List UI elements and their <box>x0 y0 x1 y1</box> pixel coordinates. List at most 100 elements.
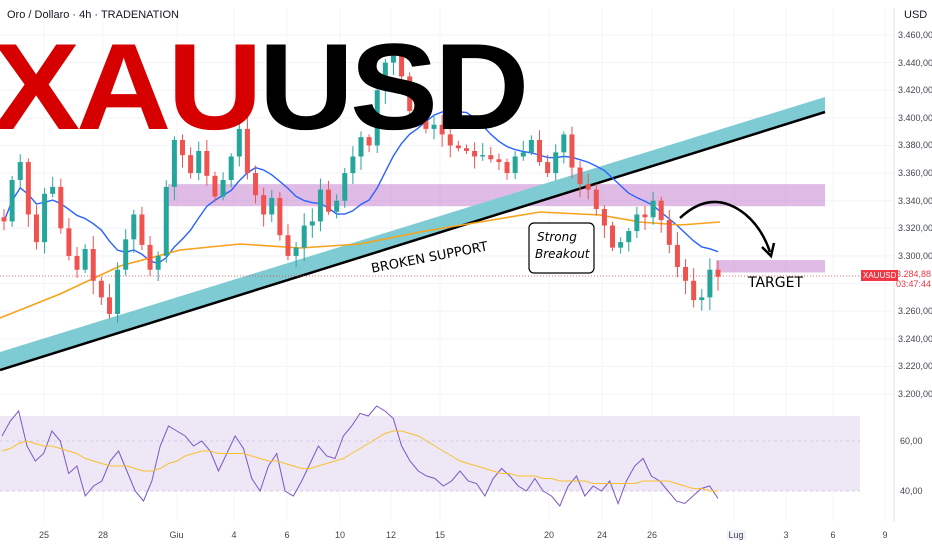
candles <box>1 46 721 323</box>
candle-body <box>236 128 242 157</box>
y-tick-label: 3.340,00 <box>898 195 932 206</box>
candle-body <box>496 159 502 163</box>
rsi-ma-line <box>1 430 718 492</box>
candle-body <box>601 208 607 226</box>
candle-body <box>123 239 129 270</box>
candle-body <box>155 255 161 270</box>
y-tick-label: 3.460,00 <box>898 30 932 40</box>
y-tick-label: 3.220,00 <box>898 361 932 372</box>
candle-body <box>472 150 478 157</box>
candle-body <box>512 156 518 174</box>
big-title-black: USD <box>258 18 530 155</box>
candle-body <box>545 162 551 174</box>
candle-body <box>58 186 64 229</box>
candle-body <box>342 173 348 201</box>
candle-body <box>626 231 632 243</box>
candle-body <box>220 179 226 197</box>
chart-title: Oro / Dollaro · 4h · TRADENATION <box>7 9 179 21</box>
rsi-panel <box>0 405 860 507</box>
candle-body <box>244 128 250 174</box>
y-tick-label: 3.420,00 <box>898 85 932 96</box>
y-tick-label: 3.200,00 <box>898 389 932 399</box>
moving-averages <box>0 110 721 319</box>
y-tick-label: 3.360,00 <box>898 168 932 179</box>
candle-body <box>277 197 283 236</box>
currency-label: USD <box>904 9 928 21</box>
breakout-label: Breakout <box>535 247 590 261</box>
candle-body <box>358 137 364 157</box>
candle-body <box>569 134 575 168</box>
candle-body <box>9 179 15 222</box>
candle-body <box>42 193 48 243</box>
candle-body <box>139 214 145 245</box>
candle-body <box>115 269 121 314</box>
candle-body <box>350 156 356 174</box>
candle-body <box>455 145 461 149</box>
candle-body <box>1 217 7 222</box>
candle-body <box>90 249 96 281</box>
x-tick-label: Giu <box>169 530 184 540</box>
candle-body <box>309 221 315 226</box>
candle-body <box>131 214 137 240</box>
breakout-note-box <box>528 222 595 274</box>
x-tick-label: 28 <box>98 530 109 540</box>
candle-body <box>196 150 202 174</box>
x-tick-label: 26 <box>647 530 658 540</box>
big-title-red: XAU <box>0 18 263 155</box>
strong-label: Strong <box>537 230 577 244</box>
y-tick-label: 3.400,00 <box>898 112 932 123</box>
candle-body <box>528 139 534 153</box>
candle-body <box>66 228 72 256</box>
x-tick-label: 24 <box>597 530 608 540</box>
candle-body <box>301 225 307 248</box>
candle-body <box>228 156 234 180</box>
candle-body <box>147 244 153 270</box>
target-arrow <box>679 200 776 259</box>
candle-body <box>382 62 388 91</box>
candle-body <box>423 120 429 129</box>
x-tick-label: 6 <box>830 530 836 540</box>
candle-body <box>415 110 421 121</box>
candle-body <box>33 214 39 243</box>
y-tick-label: 3.260,00 <box>898 306 932 317</box>
x-tick-label: 10 <box>335 530 346 540</box>
candle-body <box>634 214 640 232</box>
x-tick-label: 4 <box>231 530 237 540</box>
candle-body <box>707 269 713 298</box>
ma-fast-line <box>3 110 719 265</box>
y-tick-label: 3.440,00 <box>898 57 932 68</box>
candle-body <box>180 139 185 156</box>
y-tick-label: 3.300,00 <box>898 250 932 261</box>
candle-body <box>366 137 372 146</box>
x-tick-label: 6 <box>284 530 290 540</box>
candle-body <box>50 186 56 194</box>
x-tick-label: 3 <box>783 530 789 540</box>
candle-body <box>463 148 469 151</box>
ma-slow-line <box>0 211 721 319</box>
bar-countdown: 03:47:44 <box>896 279 932 289</box>
candle-body <box>593 189 599 209</box>
x-tick-label: 9 <box>882 530 888 540</box>
candle-body <box>480 155 486 157</box>
candle-body <box>253 173 259 196</box>
x-tick-label: 20 <box>544 530 555 540</box>
trendline-line <box>0 110 826 372</box>
candle-body <box>293 247 299 256</box>
candle-body <box>25 162 31 215</box>
candle-body <box>650 200 656 218</box>
target-label: TARGET <box>748 275 804 291</box>
candle-body <box>691 280 697 301</box>
candle-body <box>683 266 689 281</box>
candle-body <box>488 155 494 160</box>
candle-body <box>163 186 169 256</box>
candle-body <box>285 235 291 256</box>
candle-body <box>374 90 380 146</box>
candle-body <box>407 76 413 111</box>
candle-body <box>520 152 526 157</box>
candle-body <box>618 242 624 248</box>
candle-body <box>326 189 332 212</box>
candle-body <box>317 189 323 222</box>
candle-body <box>577 167 583 185</box>
symbol-badge: XAUUSD <box>861 270 899 281</box>
